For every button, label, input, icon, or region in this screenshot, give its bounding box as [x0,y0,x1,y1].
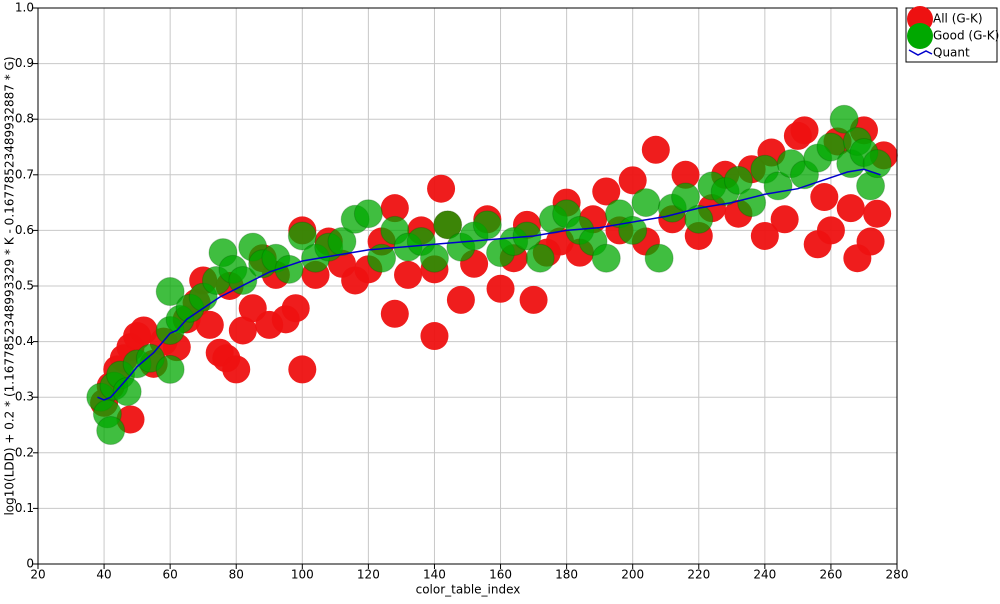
x-tick-label: 280 [886,568,909,582]
point [427,174,456,203]
point [770,205,799,234]
x-tick-label: 160 [489,568,512,582]
y-tick-label: 0.2 [15,445,34,459]
point [863,199,892,228]
point [816,216,845,245]
y-tick-label: 1.0 [15,1,34,15]
point [591,243,621,273]
legend-label: Good (G-K) [933,29,999,43]
legend-line [908,49,933,56]
point [750,221,779,250]
x-tick-label: 60 [163,568,178,582]
point [836,194,865,223]
point [222,355,251,384]
legend-label: All (G-K) [933,12,983,26]
point [723,165,753,195]
y-axis-label: log10(LDD) + 0.2 * (1.1677852348993329 *… [3,56,17,515]
point [525,243,555,273]
point [618,166,647,195]
point [327,227,357,257]
x-tick-label: 240 [753,568,776,582]
x-tick-label: 20 [30,568,45,582]
point [288,355,317,384]
point [684,204,714,234]
y-tick-label: 0.1 [15,501,34,515]
point [228,316,257,345]
point [155,277,185,307]
point [631,188,661,218]
point [394,260,423,289]
y-tick-label: 0.7 [15,167,34,181]
point [195,310,224,339]
point [486,274,515,303]
x-tick-label: 260 [819,568,842,582]
x-tick-label: 140 [423,568,446,582]
point [592,177,621,206]
point [810,183,839,212]
plot-frame [37,7,898,565]
point [641,135,670,164]
y-tick-label: 0 [26,557,34,571]
point [644,243,674,273]
point [790,116,819,145]
point [433,210,463,240]
x-tick-label: 40 [96,568,111,582]
point [420,322,449,351]
point [287,221,317,251]
point [419,243,449,273]
y-tick-label: 0.8 [15,112,34,126]
x-tick-label: 180 [555,568,578,582]
point [472,210,502,240]
point [380,194,409,223]
y-tick-label: 0.3 [15,390,34,404]
point [856,227,885,256]
y-tick-label: 0.6 [15,223,34,237]
point [281,294,310,323]
y-tick-label: 0.5 [15,279,34,293]
point [112,377,142,407]
y-tick-label: 0.9 [15,56,34,70]
point [519,285,548,314]
x-tick-label: 100 [291,568,314,582]
legend-label: Quant [933,46,970,60]
y-tick-label: 0.4 [15,334,34,348]
point [96,416,126,446]
point [671,160,700,189]
point [353,199,383,229]
point [155,354,185,384]
point [367,243,397,273]
x-tick-label: 220 [687,568,710,582]
x-axis-label: color_table_index [416,583,521,597]
scatter-series [86,104,892,446]
legend-marker [907,23,933,49]
point [380,299,409,328]
point [737,188,767,218]
x-tick-label: 80 [229,568,244,582]
point [446,285,475,314]
line [97,168,881,401]
x-tick-label: 200 [621,568,644,582]
point [829,104,859,134]
point [228,265,258,295]
x-tick-label: 120 [357,568,380,582]
